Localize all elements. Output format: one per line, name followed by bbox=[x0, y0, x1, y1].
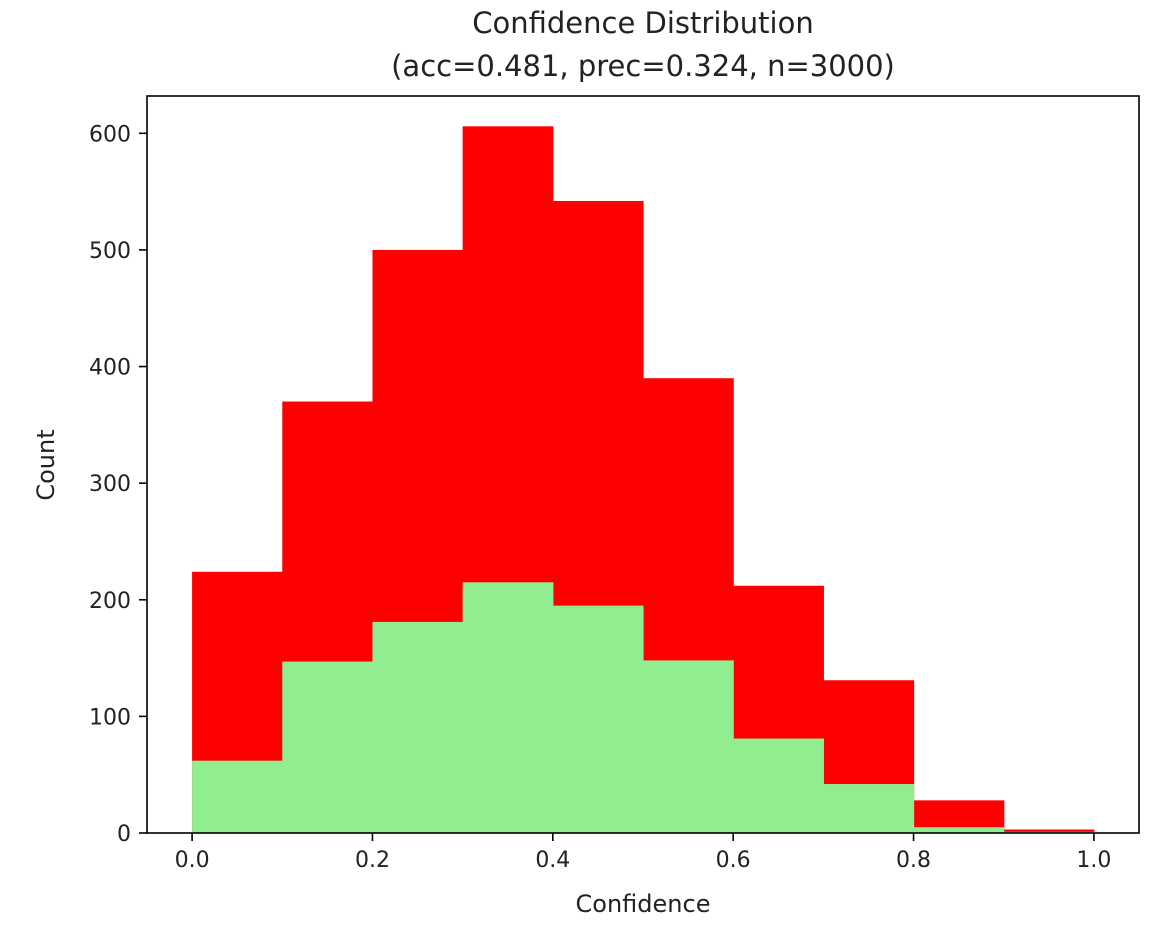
y-tick-label: 0 bbox=[117, 822, 131, 847]
y-axis-label: Count bbox=[32, 429, 60, 500]
y-tick-label: 500 bbox=[89, 239, 131, 264]
y-tick-label: 400 bbox=[89, 356, 131, 381]
x-tick-label: 0.0 bbox=[175, 848, 210, 873]
histogram-bar-series-1-bin-8 bbox=[913, 827, 1005, 833]
x-tick-label: 1.0 bbox=[1076, 848, 1111, 873]
histogram-bar-series-1-bin-0 bbox=[192, 760, 283, 833]
y-tick-label: 100 bbox=[89, 705, 131, 730]
y-axis: 0 100 200 300 400 500 600 bbox=[89, 122, 147, 847]
y-tick-label: 300 bbox=[89, 472, 131, 497]
y-tick-label: 200 bbox=[89, 589, 131, 614]
histogram-bar-series-1-bin-2 bbox=[372, 621, 464, 833]
histogram-bar-series-1-bin-1 bbox=[282, 661, 374, 833]
y-tick-label: 600 bbox=[89, 122, 131, 147]
chart-title-line-2: (acc=0.481, prec=0.324, n=3000) bbox=[391, 49, 895, 83]
bars-layer bbox=[192, 126, 1095, 834]
x-tick-label: 0.4 bbox=[535, 848, 570, 873]
x-tick-label: 0.6 bbox=[716, 848, 751, 873]
x-axis: 0.0 0.2 0.4 0.6 0.8 1.0 bbox=[175, 833, 1111, 873]
histogram-bar-series-1-bin-5 bbox=[643, 660, 734, 833]
x-axis-label: Confidence bbox=[576, 890, 711, 918]
chart-title-line-1: Confidence Distribution bbox=[472, 6, 813, 40]
x-tick-label: 0.8 bbox=[896, 848, 931, 873]
x-tick-label: 0.2 bbox=[355, 848, 390, 873]
histogram-bar-series-0-bin-9 bbox=[1003, 829, 1095, 833]
histogram-bar-series-1-bin-4 bbox=[552, 605, 644, 833]
histogram-bar-series-1-bin-3 bbox=[462, 582, 554, 833]
plot-frame bbox=[146, 95, 1140, 834]
histogram-bar-series-1-bin-6 bbox=[733, 738, 824, 833]
histogram-bar-series-1-bin-7 bbox=[823, 784, 915, 833]
